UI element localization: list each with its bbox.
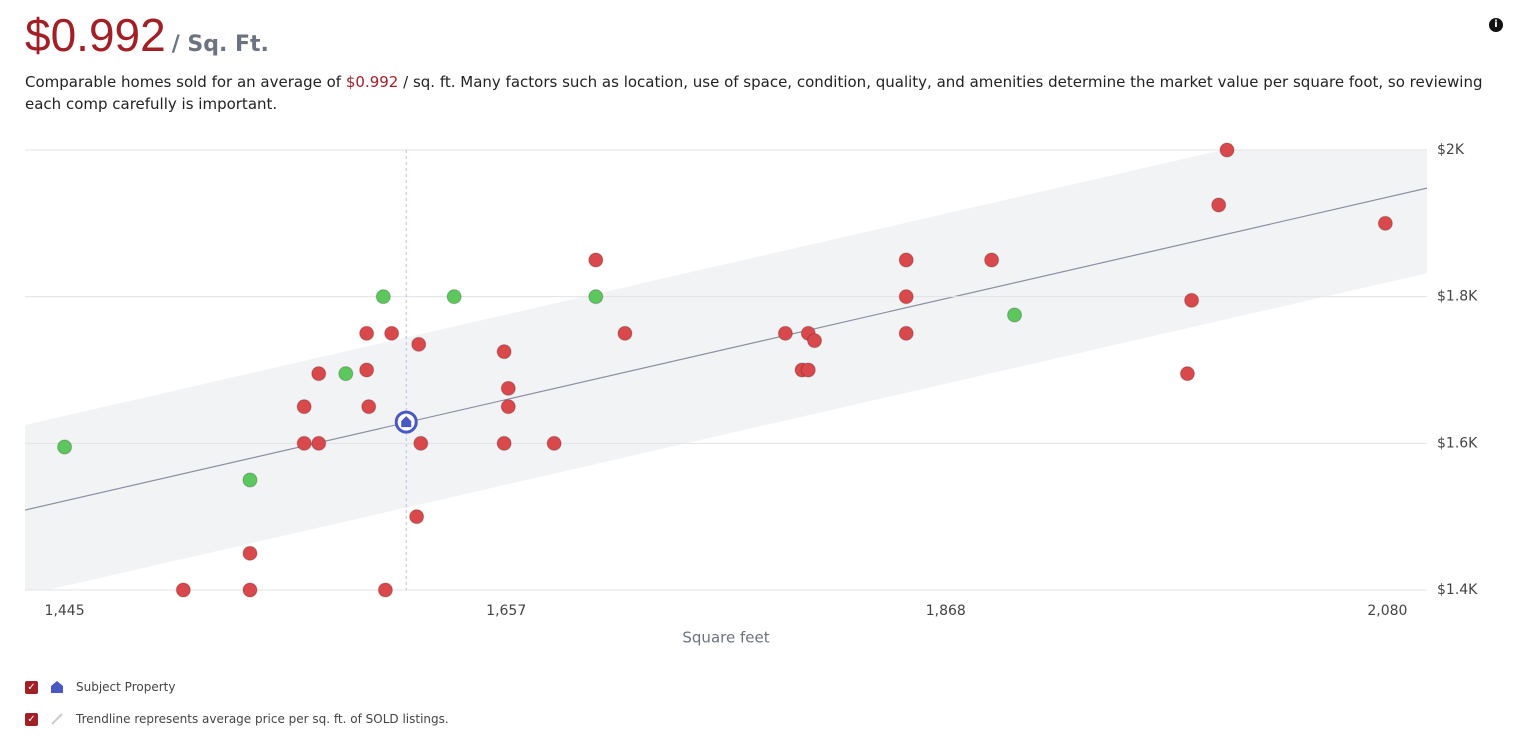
data-point xyxy=(984,252,1000,268)
data-point xyxy=(311,435,327,451)
data-point xyxy=(1219,142,1235,158)
data-point xyxy=(413,435,429,451)
data-point xyxy=(1183,292,1200,308)
text: / sq. ft. Many factors such as location,… xyxy=(25,73,1483,113)
data-point xyxy=(588,289,604,305)
description: Comparable homes sold for an average of … xyxy=(25,71,1505,115)
y-tick-label: $1.6K xyxy=(1437,435,1478,451)
legend-item[interactable]: ✓ Subject Property xyxy=(25,680,175,694)
data-point xyxy=(384,325,400,341)
data-point xyxy=(338,366,354,382)
data-point xyxy=(446,289,462,305)
data-point xyxy=(361,399,377,415)
legend-label: Subject Property xyxy=(76,680,176,694)
data-point xyxy=(242,545,258,561)
x-tick-label: 1,657 xyxy=(486,603,526,619)
data-point xyxy=(1179,366,1196,382)
data-point xyxy=(409,509,425,525)
data-point xyxy=(411,336,427,352)
data-point xyxy=(296,435,312,451)
band-group xyxy=(25,150,1427,590)
data-point xyxy=(56,439,73,455)
data-point xyxy=(311,366,327,382)
confidence-band xyxy=(25,150,1427,590)
line-icon xyxy=(51,713,63,725)
data-point xyxy=(296,399,312,415)
data-point xyxy=(359,362,375,378)
data-point xyxy=(375,289,391,305)
legend-item[interactable]: ✓ Trendline represents average price per… xyxy=(25,712,449,726)
price: $0.992 xyxy=(345,73,399,91)
data-point xyxy=(496,435,512,451)
data-point xyxy=(546,435,562,451)
data-point xyxy=(1006,307,1023,323)
data-point xyxy=(500,380,516,396)
y-tick-label: $1.4K xyxy=(1437,582,1478,598)
x-tick-label: 1,445 xyxy=(45,603,85,619)
y-tick-label: $2K xyxy=(1437,142,1465,158)
data-point xyxy=(1211,197,1227,213)
data-point xyxy=(898,252,914,268)
trendline xyxy=(25,187,1427,511)
checkbox[interactable]: ✓ xyxy=(25,680,38,694)
legend-label: Trendline represents average price per s… xyxy=(76,712,449,726)
checkbox[interactable]: ✓ xyxy=(25,712,38,726)
subject-house xyxy=(401,416,412,428)
data-point xyxy=(496,344,512,360)
price: $0.992 xyxy=(25,9,166,61)
data-point xyxy=(500,399,516,415)
data-point xyxy=(777,325,793,341)
data-point xyxy=(898,325,914,341)
data-point xyxy=(806,333,823,349)
data-point xyxy=(242,582,258,598)
data-point xyxy=(242,472,258,488)
y-tick-label: $1.8K xyxy=(1437,289,1478,305)
x-axis-title: Square feet xyxy=(682,629,769,647)
header: $0.992/ Sq. Ft. xyxy=(25,8,269,62)
data-point xyxy=(175,582,191,598)
data-point xyxy=(1377,215,1393,231)
data-point xyxy=(800,362,816,378)
unit: / Sq. Ft. xyxy=(171,32,269,57)
text: Comparable homes sold for an average of xyxy=(25,73,342,91)
x-tick-label: 1,868 xyxy=(926,603,966,619)
chart: Square feet $1.4K $1.6K $1.8K $2K 1,445 1,657… xyxy=(25,142,1478,647)
house-icon xyxy=(51,681,63,693)
data-point xyxy=(377,582,393,598)
data-point xyxy=(359,325,375,341)
info-icon[interactable]: i xyxy=(1489,18,1503,32)
data-point xyxy=(588,252,604,268)
data-point xyxy=(617,325,633,341)
data-point xyxy=(898,289,914,305)
x-tick-label: 2,080 xyxy=(1367,603,1407,619)
